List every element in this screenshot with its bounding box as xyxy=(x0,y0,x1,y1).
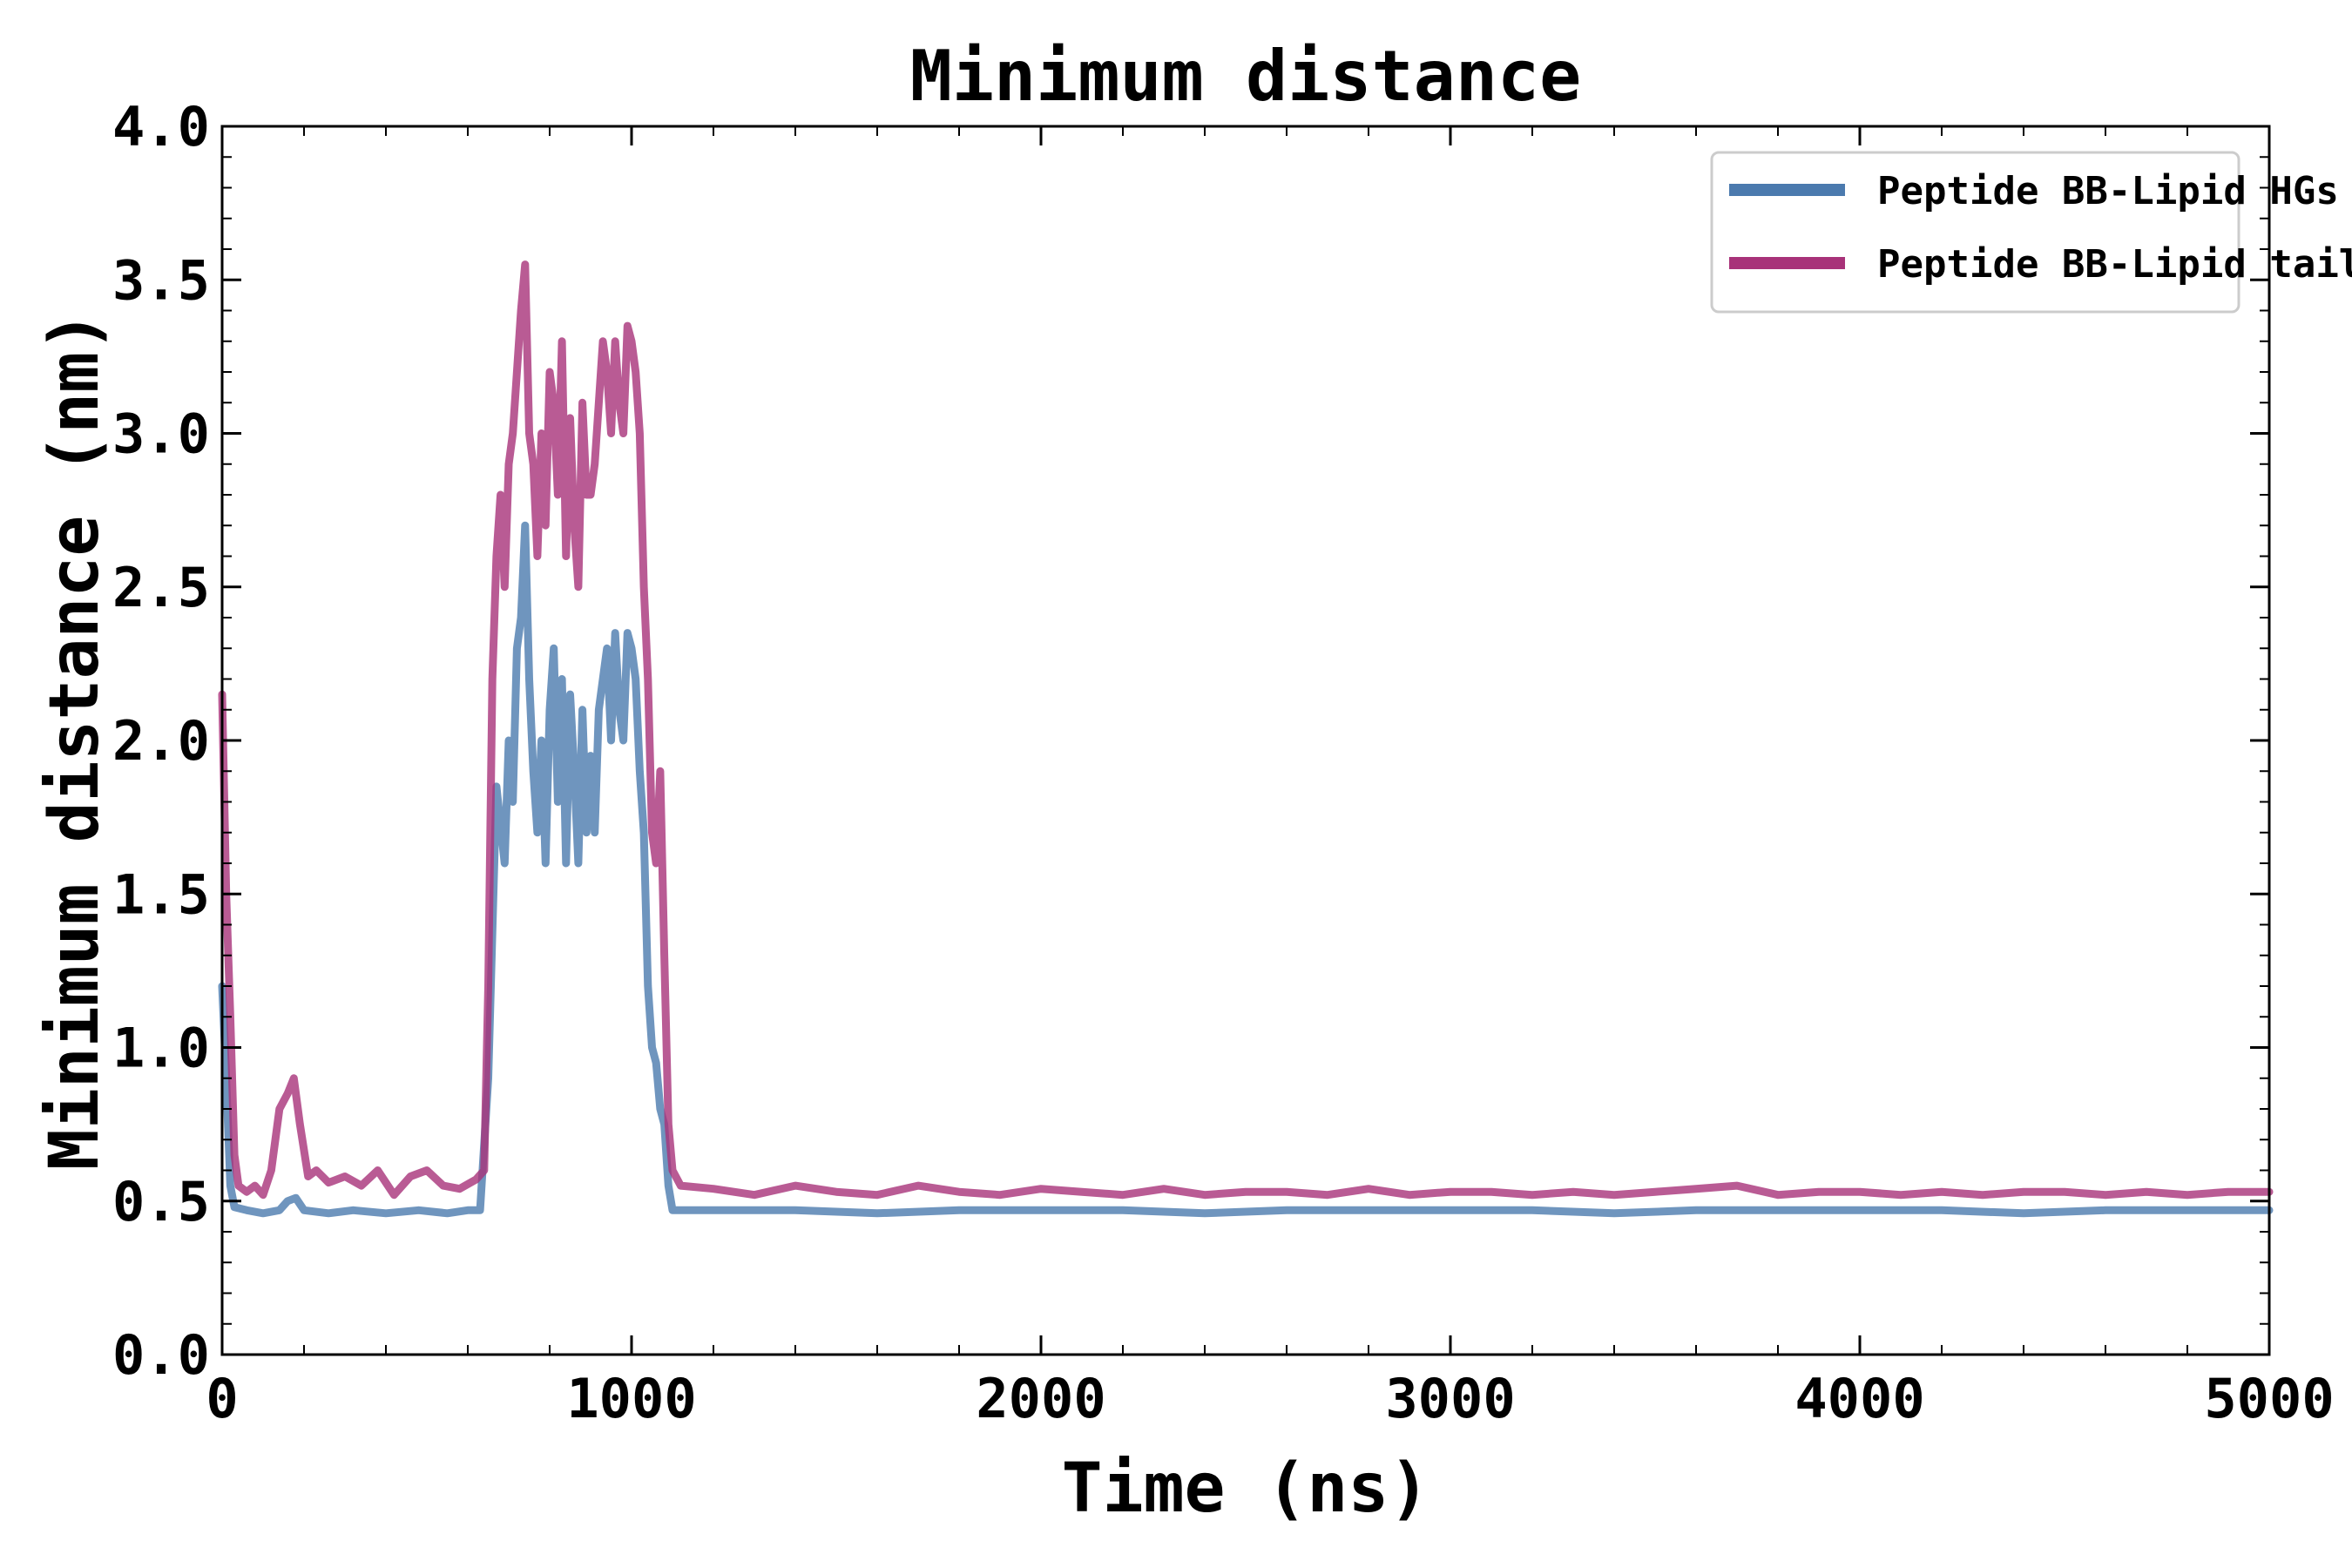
legend-label-hgs: Peptide BB-Lipid HGs xyxy=(1877,169,2339,213)
x-tick-label: 0 xyxy=(206,1367,238,1430)
y-tick-label: 1.5 xyxy=(112,862,210,926)
y-tick-label: 0.0 xyxy=(112,1323,210,1387)
x-axis-label: Time (ns) xyxy=(1062,1450,1430,1528)
x-tick-label: 5000 xyxy=(2204,1367,2334,1430)
y-axis-label: Minimum distance (nm) xyxy=(36,311,114,1170)
x-tick-label: 4000 xyxy=(1794,1367,1924,1430)
x-tick-label: 1000 xyxy=(566,1367,696,1430)
series-lines xyxy=(218,260,2274,1218)
y-tick-label: 2.5 xyxy=(112,556,210,619)
plot-frame xyxy=(220,125,2271,1356)
y-tick-label: 0.5 xyxy=(112,1170,210,1233)
y-tick-label: 2.0 xyxy=(112,709,210,773)
y-tick-label: 4.0 xyxy=(112,95,210,159)
legend: Peptide BB-Lipid HGs Peptide BB-Lipid ta… xyxy=(1710,151,2352,314)
y-tick-label: 3.5 xyxy=(112,248,210,312)
x-tick-label: 2000 xyxy=(976,1367,1105,1430)
x-tick-label: 3000 xyxy=(1385,1367,1515,1430)
chart-title: Minimum distance xyxy=(910,36,1582,117)
series-line-tails xyxy=(218,260,2274,1200)
y-tick-label: 1.0 xyxy=(112,1017,210,1080)
y-tick-label: 3.0 xyxy=(112,402,210,466)
legend-label-tails: Peptide BB-Lipid tails xyxy=(1877,242,2352,287)
axis-ticks: 0 1000 2000 3000 4000 5000 0.0 0.5 1.0 1.5 2.0 2.5 3… xyxy=(112,95,2335,1430)
series-line-hgs xyxy=(218,521,2274,1218)
